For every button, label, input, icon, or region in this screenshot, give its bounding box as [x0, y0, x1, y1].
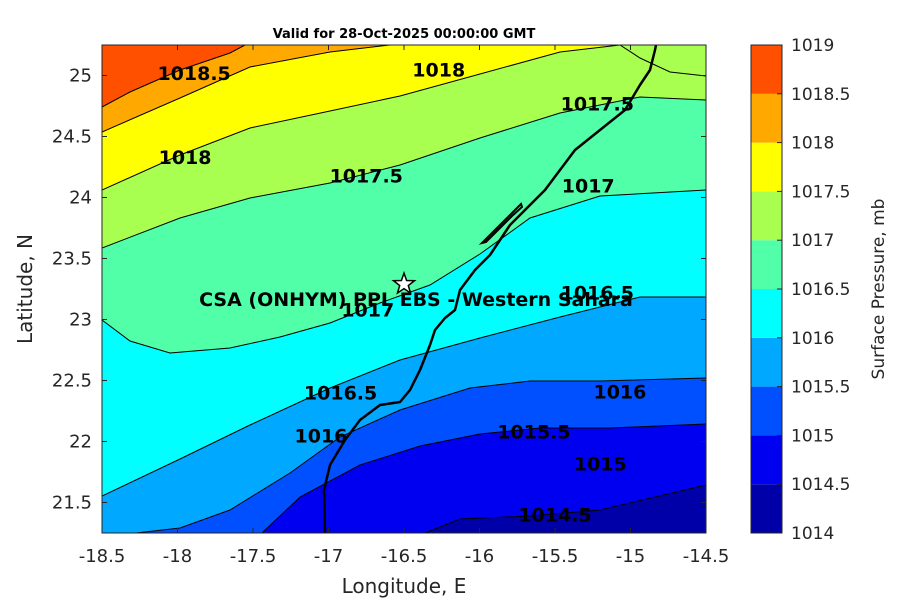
isoline-1018-a — [102, 45, 391, 133]
y-tick-label: 21.5 — [52, 493, 92, 514]
colorbar-tick-label: 1014 — [791, 524, 834, 544]
colorbar-tick-label: 1019 — [791, 36, 834, 56]
contour-label: 1017 — [562, 175, 615, 197]
contour-label: 1018.5 — [157, 63, 230, 85]
colorbar-label: Surface Pressure, mb — [869, 199, 889, 380]
y-tick-label: 23 — [69, 310, 92, 331]
colorbar-band — [751, 386, 782, 436]
band-1018 — [102, 45, 620, 190]
x-tick-label: -14.5 — [683, 546, 730, 567]
y-tick-label: 24.5 — [52, 127, 92, 148]
contour-label: 1016.5 — [561, 283, 634, 305]
colorbar-tick-label: 1017.5 — [791, 182, 850, 202]
colorbar-band — [751, 93, 782, 143]
x-tick-label: -16 — [465, 546, 494, 567]
x-tick-label: -17 — [314, 546, 343, 567]
x-tick-label: -15.5 — [532, 546, 579, 567]
site-star-marker — [391, 270, 417, 295]
colorbar-tick-label: 1016 — [791, 329, 834, 349]
contour-label: 1016 — [593, 381, 646, 403]
contour-label: 1018 — [412, 59, 465, 81]
y-tick-label: 25 — [69, 66, 92, 87]
band-1016-5 — [102, 190, 706, 496]
y-tick-label: 22.5 — [52, 371, 92, 392]
contour-label: 1016 — [295, 425, 348, 447]
colorbar-band — [751, 484, 782, 533]
band-1014-5 — [425, 485, 706, 533]
x-axis-ticks: -18.5 -18 -17.5 -17 -16.5 -16 -15.5 -15 -14.5 — [79, 45, 730, 567]
band-1015 — [262, 424, 706, 533]
colorbar-tick-label: 1018 — [791, 134, 834, 154]
isoline-1017-5 — [102, 45, 621, 191]
plot-area — [102, 45, 706, 533]
isoline-1016-5 — [102, 189, 706, 354]
isoline-1015-5 — [135, 377, 706, 533]
colorbar-band — [751, 142, 782, 192]
band-1018-5 — [102, 45, 245, 107]
colorbar-band — [751, 191, 782, 241]
colorbar-band — [751, 337, 782, 387]
x-tick-label: -18.5 — [79, 546, 126, 567]
isoline-1015 — [261, 423, 706, 533]
x-tick-label: -16.5 — [381, 546, 428, 567]
band-1016 — [102, 297, 706, 533]
x-tick-label: -17.5 — [230, 546, 277, 567]
coastline — [322, 45, 658, 533]
contour-label: 1017 — [341, 300, 394, 322]
y-tick-label: 24 — [69, 188, 92, 209]
colorbar: 1014 1014.5 1015 1015.5 1016 1016.5 1017 1017.5… — [750, 36, 850, 544]
colorbar-band — [751, 289, 782, 338]
contour-label: 1015 — [574, 453, 627, 475]
colorbar-band — [751, 240, 782, 289]
colorbar-tick-label: 1017 — [791, 231, 834, 251]
isoline-1014-5 — [424, 484, 706, 533]
band-1017 — [102, 97, 706, 353]
x-axis-label: Longitude, E — [342, 574, 467, 598]
contour-label: 1015.5 — [497, 422, 570, 444]
site-group: CSA (ONHYM) PPL EBS - Western Sahara — [199, 270, 633, 311]
contour-labels: 1018.5 1018 1017.5 1018 1017.5 1017 1016.5 1017… — [157, 59, 646, 526]
contour-lines — [102, 45, 706, 533]
isoline-1016 — [102, 296, 706, 497]
isoline-1018-b — [619, 45, 706, 77]
y-axis-label: Latitude, N — [13, 234, 37, 344]
site-label: CSA (ONHYM) PPL EBS - Western Sahara — [199, 289, 633, 311]
colorbar-tick-label: 1014.5 — [791, 475, 850, 495]
colorbar-tick-label: 1015 — [791, 426, 834, 446]
y-axis-ticks: 21.5 22 22.5 23 23.5 24 24.5 25 — [52, 66, 706, 514]
y-tick-label: 22 — [69, 432, 92, 453]
y-tick-label: 23.5 — [52, 249, 92, 270]
band-1015-5 — [136, 378, 706, 533]
contour-label: 1017.5 — [561, 94, 634, 116]
colorbar-tick-label: 1016.5 — [791, 280, 850, 300]
map-title: Valid for 28-Oct-2025 00:00:00 GMT — [273, 27, 536, 42]
dakhla-peninsula — [478, 202, 524, 245]
contour-label: 1014.5 — [518, 505, 591, 527]
colorbar-tick-label: 1018.5 — [791, 85, 850, 105]
colorbar-band — [751, 45, 782, 94]
colorbar-tick-label: 1015.5 — [791, 378, 850, 398]
contour-label: 1017.5 — [330, 166, 403, 188]
x-tick-label: -15 — [616, 546, 645, 567]
contour-label: 1016.5 — [304, 383, 377, 405]
isoline-1017 — [102, 96, 706, 249]
contour-label: 1018 — [159, 147, 212, 169]
colorbar-band — [751, 435, 782, 485]
isoline-1018-5 — [102, 45, 246, 108]
x-tick-label: -18 — [163, 546, 192, 567]
